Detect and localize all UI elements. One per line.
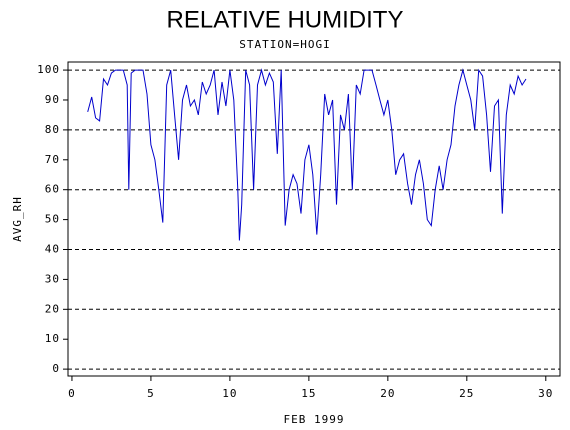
x-tick-label: 0	[68, 387, 76, 400]
chart-title: RELATIVE HUMIDITY	[167, 6, 404, 33]
y-tick-label: 80	[45, 123, 60, 136]
x-tick-label: 10	[222, 387, 237, 400]
y-tick-label: 90	[45, 93, 60, 106]
y-tick-label: 100	[37, 63, 60, 76]
y-tick-label: 10	[45, 332, 60, 345]
x-tick-label: 30	[538, 387, 553, 400]
y-tick-label: 50	[45, 213, 60, 226]
y-tick-label: 20	[45, 302, 60, 315]
y-axis-label: AVG_RH	[11, 196, 24, 242]
y-tick-label: 70	[45, 153, 60, 166]
x-tick-label: 5	[147, 387, 155, 400]
x-tick-label: 15	[301, 387, 316, 400]
y-tick-label: 60	[45, 183, 60, 196]
y-tick-label: 40	[45, 243, 60, 256]
y-tick-label: 0	[52, 362, 60, 375]
plot-frame	[67, 61, 561, 377]
x-tick-label: 25	[459, 387, 474, 400]
y-tick-label: 30	[45, 272, 60, 285]
x-tick-label: 20	[380, 387, 395, 400]
x-axis-label: FEB 1999	[284, 413, 345, 426]
chart-subtitle: STATION=HOGI	[239, 38, 330, 51]
data-line	[87, 68, 527, 241]
